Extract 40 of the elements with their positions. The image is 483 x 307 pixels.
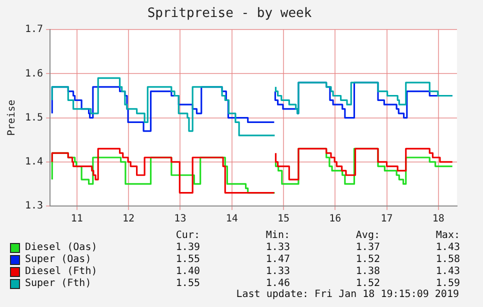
y-tick-label: 1.4 (25, 156, 44, 168)
legend-label: Diesel (Oas) (25, 242, 98, 253)
text: 1.38 (354, 266, 380, 277)
text: Min: (264, 230, 290, 241)
y-tick-label: 1.3 (25, 200, 44, 212)
y-axis-title: Preise (6, 100, 18, 136)
chart-title: Spritpreise - by week (147, 6, 312, 22)
text: 1.43 (434, 242, 460, 253)
text: 1.37 (354, 242, 380, 253)
x-tick-label: 16 (329, 214, 342, 225)
text: 1.59 (434, 278, 460, 289)
text: 1.39 (174, 242, 200, 253)
y-tick-label: 1.6 (25, 68, 44, 80)
text: 1.40 (174, 266, 200, 277)
text: 1.46 (264, 278, 290, 289)
text: 1.58 (434, 254, 460, 265)
x-tick-label: 11 (70, 214, 83, 225)
x-tick-label: 18 (432, 214, 444, 225)
text: Max: (434, 230, 460, 241)
text: Last update: Fri Jan 18 19:15:09 2019 (235, 289, 460, 300)
legend-label: Super (Oas) (25, 254, 92, 265)
text: 1.52 (354, 254, 380, 265)
y-tick-label: 1.5 (25, 112, 44, 124)
text: 1.43 (434, 266, 460, 277)
text: 1.47 (264, 254, 290, 265)
text: Cur: (174, 230, 200, 241)
text: 1.55 (174, 278, 200, 289)
text: 1.55 (174, 254, 200, 265)
legend-label: Super (Fth) (25, 278, 92, 289)
x-tick-label: 14 (226, 214, 238, 225)
x-tick-label: 13 (174, 214, 186, 225)
y-tick-label: 1.7 (25, 24, 44, 36)
text: 1.52 (354, 278, 380, 289)
x-tick-label: 17 (380, 214, 393, 225)
x-tick-label: 12 (122, 214, 135, 225)
legend-label: Diesel (Fth) (25, 266, 98, 277)
x-tick-label: 15 (277, 214, 290, 225)
text: Avg: (354, 230, 380, 241)
text: 1.33 (264, 242, 290, 253)
text: 1.33 (264, 266, 290, 277)
